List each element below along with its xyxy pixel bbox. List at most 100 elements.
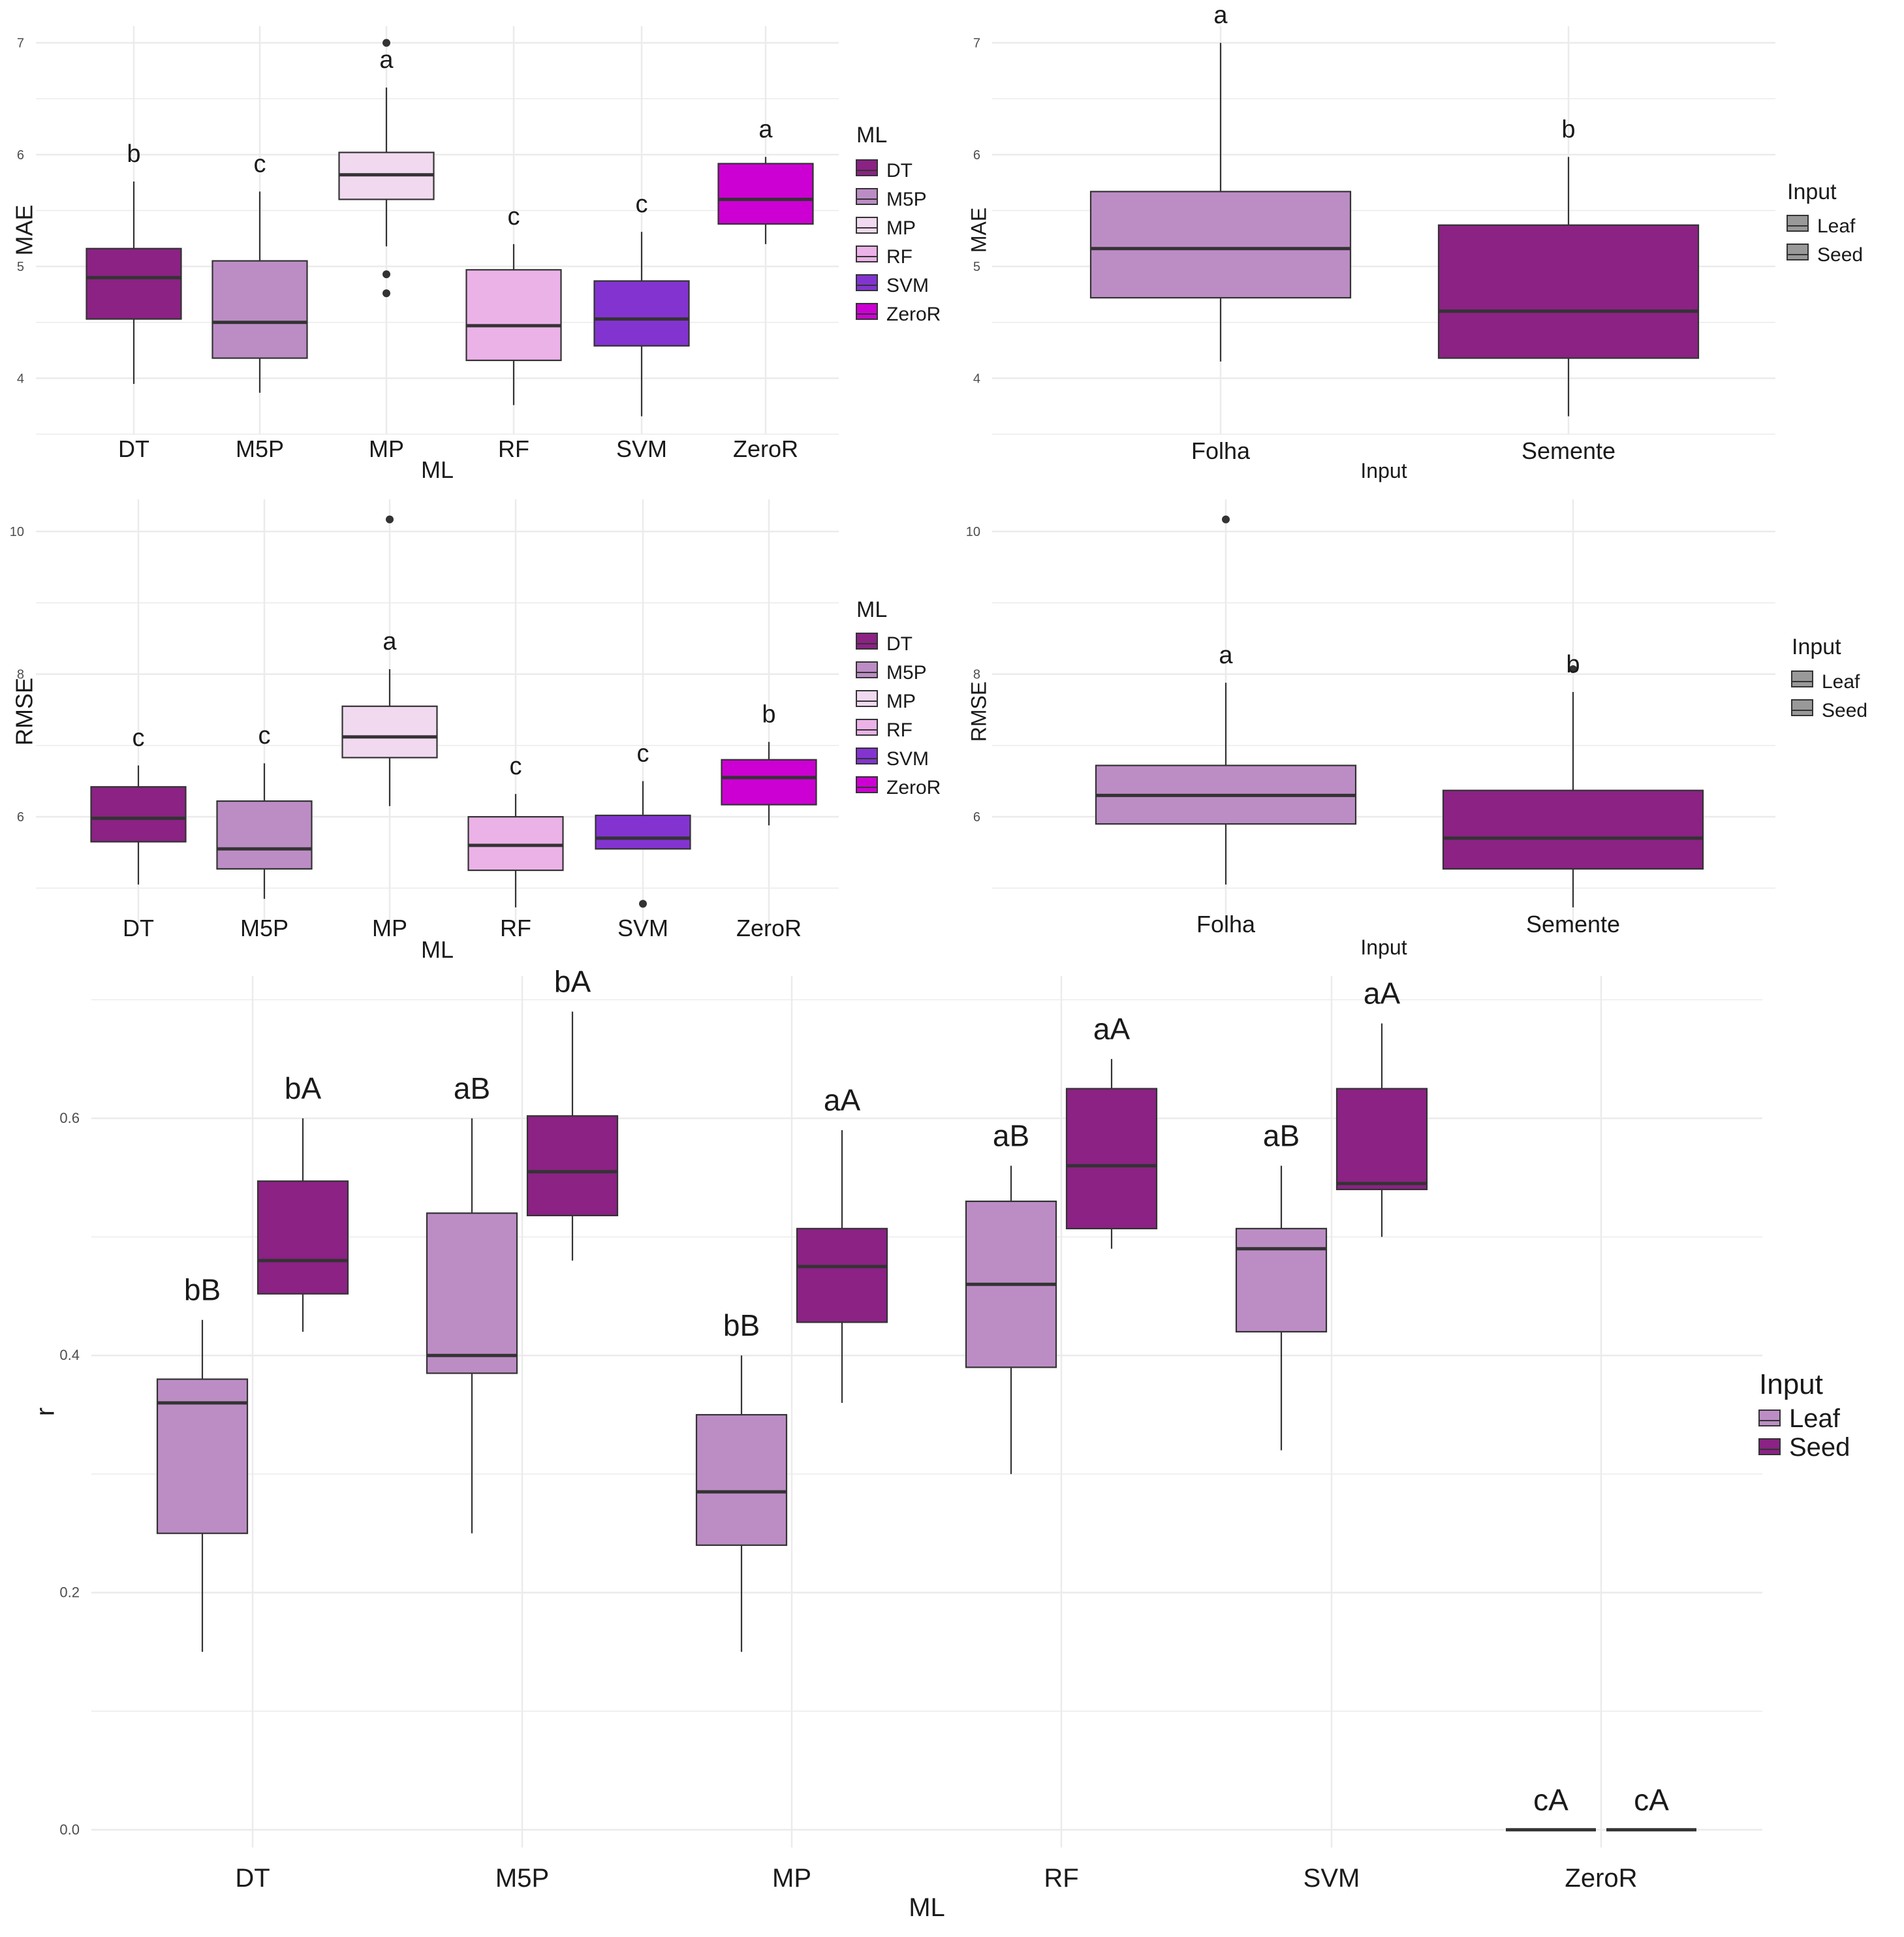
significance-letter: aB (454, 1071, 490, 1105)
outlier-point (639, 900, 647, 908)
x-tick-label: Semente (1522, 437, 1615, 464)
legend-swatch (1787, 215, 1809, 232)
legend-item: ZeroR (856, 776, 941, 798)
x-tick-label: DT (235, 1864, 270, 1893)
legend-item: RF (856, 719, 913, 741)
y-axis-title: MAE (11, 204, 38, 255)
significance-letter: b (1566, 651, 1580, 678)
box-zeror-leaf: cA (1506, 1783, 1596, 1832)
box-zeror: a (717, 116, 814, 244)
x-tick-label: MP (772, 1864, 811, 1893)
box-iqr (467, 816, 564, 872)
box-dt-seed: bA (257, 1071, 349, 1332)
y-axis-title: MAE (967, 208, 990, 253)
outlier-point (382, 289, 390, 298)
y-tick-label: 0.6 (59, 1110, 80, 1126)
y-tick-label: 6 (973, 810, 980, 825)
significance-letter: b (762, 701, 775, 728)
box-mp-leaf: bB (695, 1308, 788, 1652)
significance-letter: aA (1364, 977, 1401, 1011)
legend-item: Seed (1787, 244, 1863, 266)
x-tick-label: ZeroR (736, 915, 802, 941)
significance-letter: bB (723, 1308, 760, 1342)
significance-letter: c (258, 722, 271, 749)
box-svm: c (595, 740, 691, 908)
legend-swatch (856, 217, 878, 234)
y-axis-title: r (31, 1408, 60, 1416)
legend-swatch (856, 159, 878, 176)
significance-letter: a (758, 116, 773, 143)
box-zeror-seed: cA (1606, 1783, 1696, 1832)
legend-swatch (856, 661, 878, 678)
outlier-point (1222, 515, 1230, 524)
significance-letter: aA (1093, 1012, 1131, 1046)
x-tick-label: MP (369, 435, 404, 462)
legend-item: M5P (856, 661, 927, 684)
x-tick-label: Folha (1191, 437, 1251, 464)
box-m5p-leaf: aB (426, 1071, 518, 1534)
legend-label: RF (886, 719, 913, 741)
legend-item: SVM (856, 274, 929, 296)
legend-label: ZeroR (886, 304, 941, 325)
significance-letter: bA (285, 1071, 322, 1105)
legend-label: Seed (1822, 700, 1867, 721)
box-iqr (526, 1115, 619, 1216)
significance-letter: b (1561, 116, 1575, 143)
box-iqr (593, 280, 690, 347)
legend-label: Leaf (1817, 215, 1856, 237)
legend-item: RF (856, 245, 913, 268)
box-dt: c (90, 724, 187, 885)
box-rf: c (465, 203, 562, 405)
boxplot-panel-3: 6 8 10 DT M5P MP RF SVM ZeroR ML RMSE c c a c c b ML DT M5P… (10, 499, 941, 963)
box-semente: b (1442, 651, 1704, 907)
legend-label: MP (886, 217, 916, 239)
y-tick-label: 4 (973, 371, 980, 386)
legend-label: M5P (886, 662, 927, 684)
legend-label: Leaf (1789, 1404, 1841, 1433)
significance-letter: a (1219, 642, 1233, 669)
x-tick-label: DT (123, 915, 154, 941)
significance-letter: aB (993, 1119, 1029, 1153)
box-rf: c (467, 753, 564, 907)
box-m5p-seed: bA (526, 964, 619, 1261)
legend-item: Seed (1758, 1433, 1850, 1462)
box-mp: a (338, 39, 435, 298)
x-axis-title: ML (421, 456, 454, 483)
legend-label: SVM (886, 275, 929, 296)
y-tick-label: 5 (973, 260, 980, 274)
significance-letter: aB (1263, 1119, 1300, 1153)
box-svm-seed: aA (1335, 977, 1428, 1237)
y-tick-label: 0.0 (59, 1821, 80, 1838)
legend-label: ZeroR (886, 777, 941, 798)
y-tick-label: 5 (17, 260, 24, 274)
box-svm-leaf: aB (1235, 1119, 1328, 1451)
legend-swatch (1758, 1409, 1781, 1426)
boxplot-panel-2: 4 5 6 7 Folha Semente Input MAE a b Input Leaf Seed (967, 2, 1863, 482)
significance-letter: c (254, 150, 266, 178)
significance-letter: c (510, 753, 522, 780)
box-rf-seed: aA (1065, 1012, 1158, 1249)
x-tick-label: RF (498, 435, 529, 462)
x-tick-label: M5P (236, 435, 284, 462)
box-folha: a (1089, 2, 1352, 362)
x-axis-title: Input (1360, 459, 1407, 482)
box-svm: c (593, 191, 690, 417)
y-tick-label: 7 (17, 37, 24, 51)
significance-letter: cA (1634, 1783, 1669, 1817)
box-dt: b (86, 140, 182, 384)
legend-title: Input (1787, 180, 1837, 204)
y-tick-label: 0.4 (59, 1347, 80, 1363)
box-iqr (1235, 1227, 1328, 1332)
significance-letter: bA (554, 964, 591, 998)
box-iqr (721, 759, 817, 806)
legend-swatch (856, 303, 878, 320)
legend-item: MP (856, 690, 916, 712)
legend-swatch (1787, 244, 1809, 260)
box-iqr (341, 705, 438, 759)
box-iqr (796, 1227, 888, 1323)
box-mp: a (341, 515, 438, 806)
